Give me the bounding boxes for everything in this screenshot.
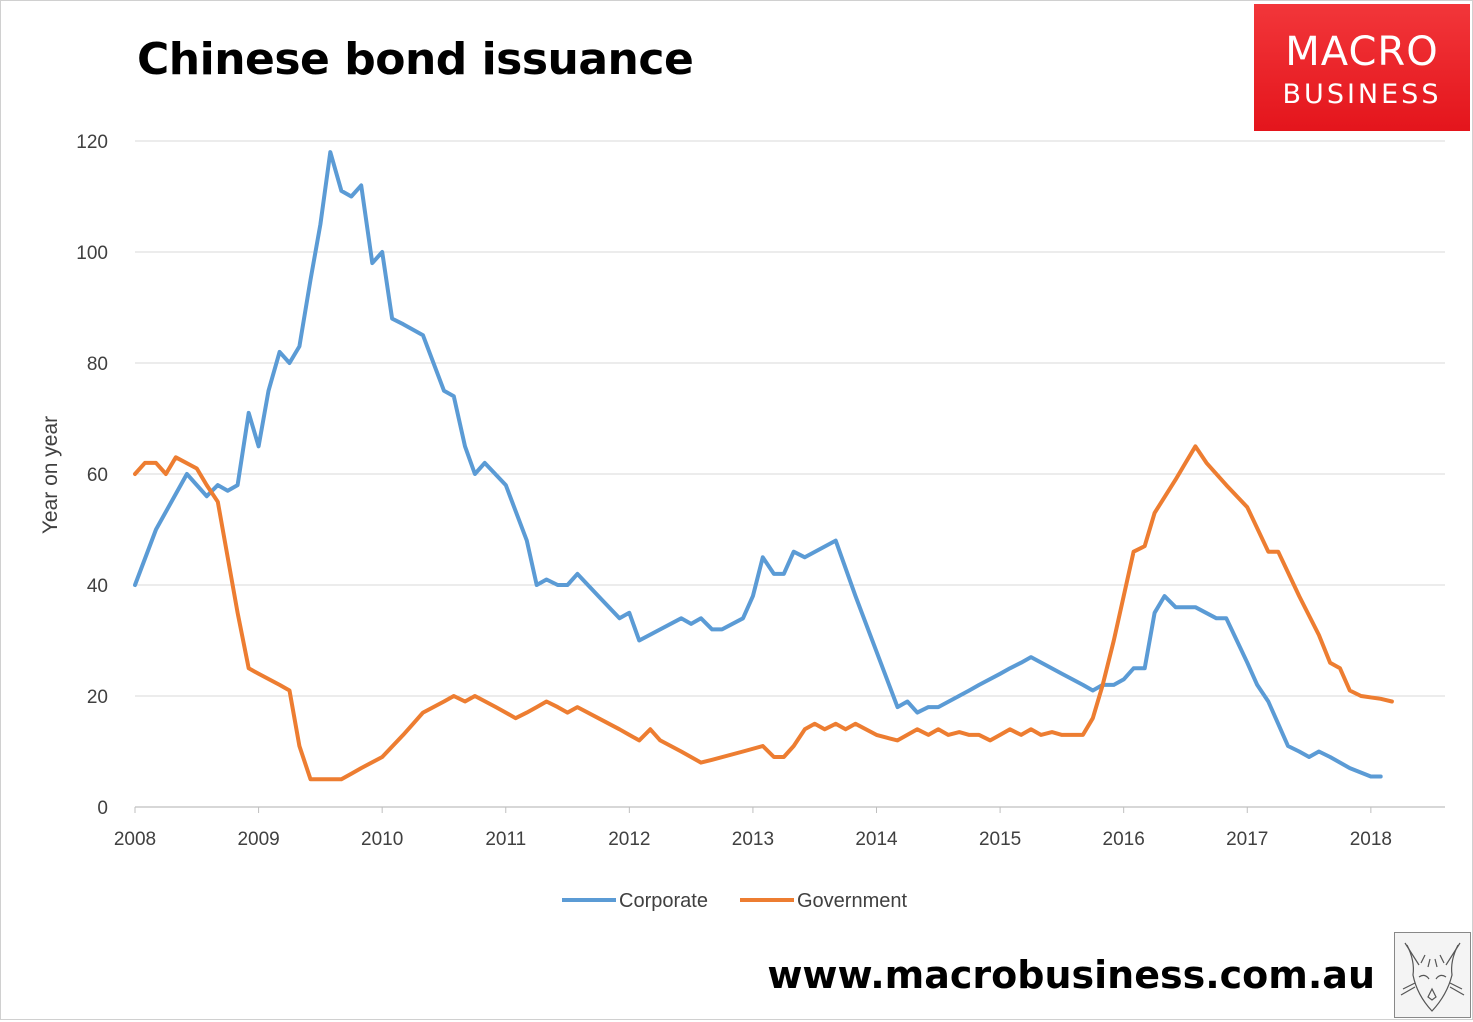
- y-axis-label: Year on year: [39, 416, 62, 534]
- legend-label-government: Government: [797, 890, 907, 912]
- series-line-government: [133, 444, 1394, 782]
- x-tick-label: 2008: [114, 829, 156, 850]
- x-tick-label: 2014: [855, 829, 898, 850]
- legend-label-corporate: Corporate: [619, 890, 708, 912]
- x-tick-label: 2011: [485, 829, 526, 850]
- y-tick-label: 0: [97, 798, 108, 819]
- x-tick-label: 2018: [1350, 829, 1392, 850]
- x-tick-label: 2012: [608, 829, 650, 850]
- chart-axes: 0 20 40 60 80 100 120 2008 2009 2010 2011 2012 2013 2…: [76, 132, 1445, 850]
- series-line-corporate: [133, 150, 1383, 779]
- fox-sketch-icon: [1394, 932, 1471, 1018]
- line-chart: 0 20 40 60 80 100 120 2008 2009 2010 2011 2012 2013 2…: [39, 132, 1445, 912]
- y-tick-label: 120: [76, 132, 108, 153]
- y-tick-label: 60: [87, 465, 108, 486]
- y-tick-label: 80: [87, 354, 108, 375]
- y-tick-label: 20: [87, 687, 108, 708]
- x-tick-label: 2013: [732, 829, 774, 850]
- y-tick-label: 100: [76, 243, 108, 264]
- chart-series: [133, 150, 1394, 782]
- macrobusiness-logo: MACRO BUSINESS: [1254, 4, 1470, 131]
- y-tick-label: 40: [87, 576, 108, 597]
- page-title: Chinese bond issuance: [137, 34, 694, 85]
- logo-line-macro: MACRO: [1285, 29, 1439, 75]
- x-tick-label: 2015: [979, 829, 1021, 850]
- x-tick-label: 2017: [1226, 829, 1268, 850]
- x-tick-label: 2016: [1103, 829, 1145, 850]
- x-tick-label: 2009: [237, 829, 279, 850]
- logo-line-business: BUSINESS: [1282, 79, 1442, 110]
- footer-url: www.macrobusiness.com.au: [767, 953, 1375, 997]
- chart-gridlines: [135, 140, 1445, 697]
- chart-legend: Corporate Government: [562, 890, 907, 912]
- x-tick-label: 2010: [361, 829, 403, 850]
